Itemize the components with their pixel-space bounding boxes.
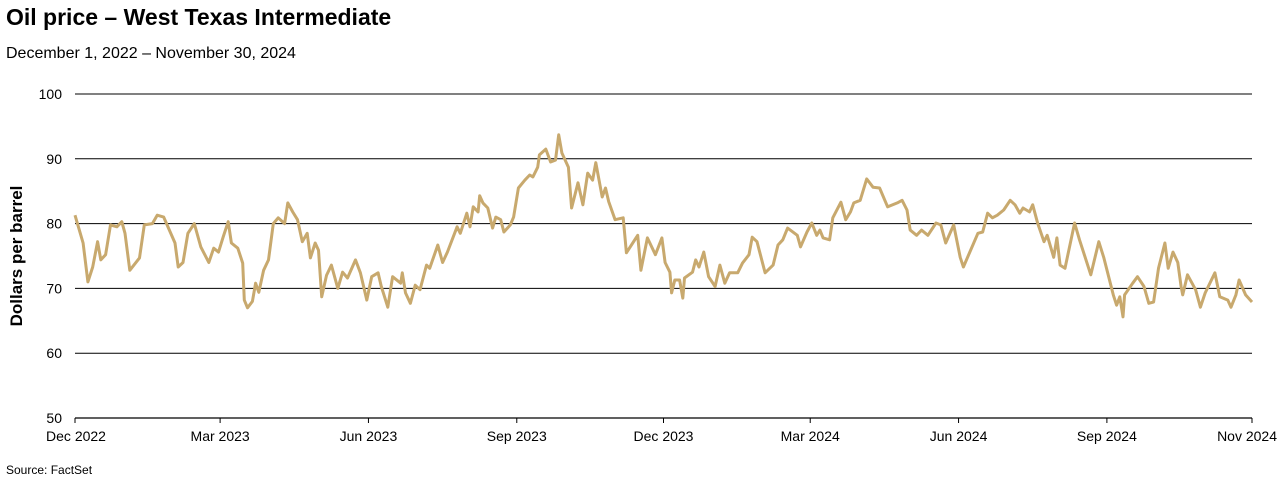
y-axis-label: Dollars per barrel [7, 186, 26, 327]
chart-title: Oil price – West Texas Intermediate [6, 4, 392, 30]
chart-subtitle: December 1, 2022 – November 30, 2024 [6, 45, 296, 62]
x-tick-label: Nov 2024 [1217, 428, 1277, 444]
x-tick-labels: Dec 2022 Mar 2023 Jun 2023 Sep 2023 Dec 2023… [46, 418, 1277, 444]
y-tick-label: 100 [39, 86, 63, 102]
y-tick-label: 70 [46, 280, 62, 296]
x-tick-label: Dec 2023 [634, 428, 694, 444]
x-tick-label: Jun 2023 [340, 428, 398, 444]
source-note: Source: FactSet [6, 463, 93, 477]
x-tick-label: Mar 2023 [191, 428, 250, 444]
series-line-wti [73, 133, 1254, 319]
y-tick-labels: 50 60 70 80 90 100 [39, 86, 63, 426]
x-tick-label: Dec 2022 [46, 428, 106, 444]
x-tick-label: Mar 2024 [781, 428, 840, 444]
x-tick-label: Sep 2023 [487, 428, 547, 444]
y-tick-label: 60 [46, 345, 62, 361]
x-tick-label: Sep 2024 [1077, 428, 1137, 444]
y-tick-label: 90 [46, 151, 62, 167]
x-tick-label: Jun 2024 [930, 428, 988, 444]
y-tick-label: 80 [46, 216, 62, 232]
y-tick-label: 50 [46, 410, 62, 426]
